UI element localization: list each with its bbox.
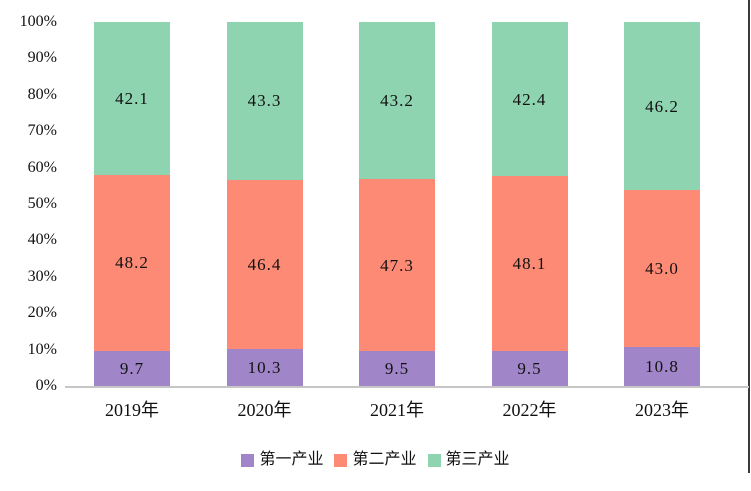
legend-label: 第三产业	[445, 451, 510, 468]
bar-segment: 48.2	[94, 175, 170, 351]
legend-label: 第一产业	[259, 451, 324, 468]
bar-2023年: 46.2 43.0 10.8	[624, 22, 700, 386]
bar-segment: 43.2	[359, 22, 435, 180]
legend-swatch-icon	[427, 453, 441, 467]
legend-item: 第三产业	[427, 451, 510, 469]
y-tick-label: 70%	[27, 122, 57, 140]
bar-2022年: 42.4 48.1 9.5	[491, 22, 568, 386]
x-axis-label: 2019年	[105, 400, 159, 420]
legend-label: 第二产业	[352, 451, 417, 468]
bar-2020年: 43.3 46.4 10.3	[226, 22, 303, 386]
legend: 第一产业 第二产业 第三产业	[0, 451, 751, 469]
bar-segment: 10.8	[624, 346, 700, 386]
bar-segment: 9.5	[491, 351, 568, 386]
bar-segment: 9.7	[94, 350, 170, 386]
y-tick-label: 90%	[27, 49, 57, 67]
data-label: 46.4	[247, 254, 282, 274]
y-tick-label: 100%	[19, 13, 57, 30]
data-label: 10.8	[645, 356, 679, 376]
legend-swatch-icon	[334, 453, 348, 467]
y-axis: 0% 10% 20% 30% 40% 50% 60% 70% 80% 90% 100%	[0, 0, 57, 491]
y-tick-label: 50%	[27, 195, 57, 212]
y-tick-label: 30%	[27, 267, 57, 285]
y-tick-label: 40%	[27, 231, 57, 249]
data-label: 9.7	[119, 358, 145, 378]
page-edge-line	[748, 0, 750, 473]
bar-segment: 10.3	[226, 348, 303, 386]
bar-2021年: 43.2 47.3 9.5	[359, 22, 435, 386]
data-label: 43.0	[645, 258, 679, 278]
data-label: 42.1	[115, 89, 149, 109]
bar-2019年: 42.1 48.2 9.7	[94, 22, 170, 386]
x-axis-labels: 2019年 2020年 2021年 2022年 2023年	[94, 399, 700, 421]
x-axis-label: 2020年	[237, 400, 292, 420]
y-tick-label: 80%	[27, 85, 57, 103]
bar-segment: 9.5	[359, 351, 435, 386]
bar-segment: 42.4	[491, 22, 568, 177]
x-axis-label: 2021年	[370, 400, 424, 420]
y-tick-label: 60%	[27, 158, 57, 176]
legend-item: 第一产业	[241, 451, 323, 469]
data-label: 43.3	[247, 91, 282, 111]
data-label: 9.5	[384, 359, 410, 379]
bar-segment: 43.3	[226, 22, 303, 180]
bar-segment: 47.3	[359, 179, 435, 352]
bar-segment: 42.1	[94, 22, 170, 176]
bar-segment: 43.0	[624, 190, 700, 347]
x-axis-label: 2023年	[635, 400, 689, 420]
data-label: 47.3	[380, 255, 414, 275]
x-axis-line	[65, 386, 749, 388]
data-label: 10.3	[247, 357, 282, 377]
y-tick-label: 20%	[27, 304, 57, 322]
data-label: 48.1	[512, 254, 547, 274]
y-tick-label: 0%	[35, 377, 57, 394]
bar-segment: 46.4	[226, 179, 303, 349]
bar-segment: 48.1	[491, 176, 568, 352]
data-label: 43.2	[380, 91, 414, 111]
x-axis-label: 2022年	[502, 400, 557, 420]
data-label: 48.2	[115, 253, 149, 273]
legend-swatch-icon	[241, 453, 255, 467]
data-label: 42.4	[512, 89, 547, 109]
legend-item: 第二产业	[334, 451, 417, 469]
data-label: 9.5	[517, 359, 542, 379]
plot-area: 42.1 48.2 9.7 43.3 46.4 10.3 43.2 47.3 9.5 42.4 48…	[94, 22, 700, 386]
bar-segment: 46.2	[624, 22, 700, 191]
y-tick-label: 10%	[27, 340, 57, 358]
data-label: 46.2	[645, 96, 679, 116]
